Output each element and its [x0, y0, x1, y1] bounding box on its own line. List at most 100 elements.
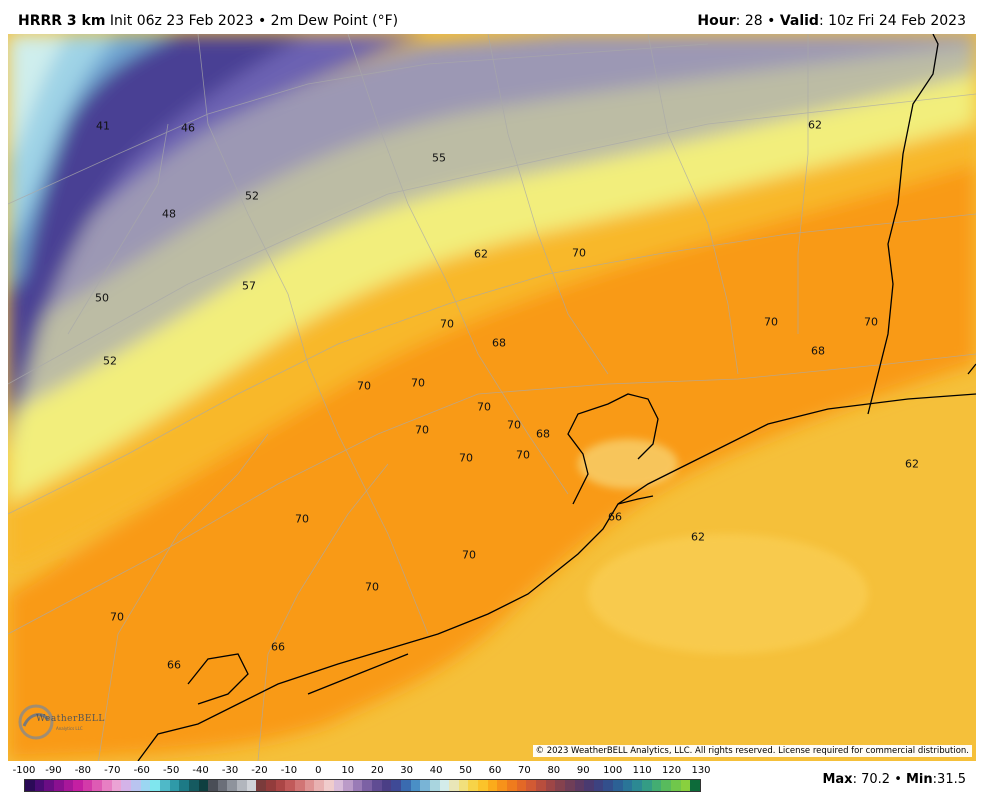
- colorbar-tick-label: 0: [315, 765, 322, 776]
- colorbar-segment: [63, 780, 74, 791]
- colorbar-segment: [651, 780, 662, 791]
- colorbar-segment: [131, 780, 141, 791]
- colorbar-tick-label: -100: [12, 765, 36, 776]
- colorbar-segment: [468, 780, 479, 791]
- colorbar-segment: [661, 780, 671, 791]
- value-label: 62: [808, 118, 822, 132]
- colorbar-segment: [555, 780, 565, 791]
- colorbar-segment: [613, 780, 623, 791]
- colorbar-tick-label: -20: [251, 765, 268, 776]
- valid-label: Valid: [779, 13, 819, 29]
- colorbar-tick-label: 20: [370, 765, 384, 776]
- colorbar-segment: [169, 780, 180, 791]
- value-label: 70: [440, 317, 454, 331]
- valid-value: 10z Fri 24 Feb 2023: [828, 13, 966, 29]
- colorbar-segment: [323, 780, 334, 791]
- forecast-time: Hour: 28 • Valid: 10z Fri 24 Feb 2023: [697, 13, 966, 29]
- dewpoint-map: 41 46 52 48 50 52 57 55 62 62 70 70 68 7…: [8, 34, 976, 761]
- colorbar-segment: [449, 780, 459, 791]
- colorbar-segment: [439, 780, 450, 791]
- value-label: 41: [96, 119, 110, 133]
- value-label: 70: [507, 418, 521, 432]
- map-fill: [8, 34, 976, 761]
- colorbar-tick-label: 100: [603, 765, 623, 776]
- colorbar-tick-label: 110: [632, 765, 652, 776]
- value-label: 50: [95, 291, 109, 305]
- colorbar-segment: [593, 780, 604, 791]
- separator: •: [257, 13, 267, 29]
- value-label: 70: [462, 548, 476, 562]
- colorbar-segment: [429, 780, 440, 791]
- colorbar-segment: [352, 780, 363, 791]
- colorbar-segment: [82, 780, 93, 791]
- colorbar-segment: [622, 780, 633, 791]
- colorbar-segment: [92, 780, 103, 791]
- colorbar-segment: [487, 780, 498, 791]
- weatherbell-logo: WeatherBELL Analytics LLC: [16, 700, 106, 744]
- colorbar-segment: [314, 780, 324, 791]
- value-label: 48: [162, 207, 176, 221]
- value-label: 52: [103, 354, 117, 368]
- value-label: 55: [432, 151, 446, 165]
- colorbar-segment: [73, 780, 83, 791]
- value-label: 57: [242, 279, 256, 293]
- model-name: HRRR 3 km: [18, 13, 106, 29]
- value-label: 52: [245, 189, 259, 203]
- value-label: 68: [492, 336, 506, 350]
- colorbar-segment: [294, 780, 305, 791]
- value-label: 66: [167, 658, 181, 672]
- colorbar-segment: [208, 780, 218, 791]
- colorbar-segment: [362, 780, 373, 791]
- colorbar-segment: [603, 780, 614, 791]
- value-label: 70: [415, 423, 429, 437]
- hour-label: Hour: [697, 13, 736, 29]
- value-label: 68: [811, 344, 825, 358]
- colorbar-tick-label: -30: [221, 765, 239, 776]
- colorbar-tick-label: 90: [576, 765, 590, 776]
- colorbar-segment: [670, 780, 681, 791]
- colorbar-segment: [217, 780, 228, 791]
- colorbar-segment: [140, 780, 151, 791]
- value-label: 70: [459, 451, 473, 465]
- value-label: 70: [411, 376, 425, 390]
- colorbar-segment: [275, 780, 286, 791]
- colorbar-tick-label: -60: [133, 765, 150, 776]
- value-label: 70: [110, 610, 124, 624]
- colorbar-segment: [237, 780, 247, 791]
- colorbar-tick-label: 50: [459, 765, 472, 776]
- colorbar-segment: [574, 780, 585, 791]
- colorbar-segment: [266, 780, 276, 791]
- colorbar-segment: [343, 780, 353, 791]
- colorbar-segment: [478, 780, 488, 791]
- colorbar: [24, 779, 701, 792]
- value-label: 70: [477, 400, 491, 414]
- value-label: 62: [691, 530, 705, 544]
- hour-value: 28: [744, 13, 763, 29]
- colorbar-segment: [246, 780, 257, 791]
- separator: •: [767, 13, 776, 29]
- colorbar-segment: [535, 780, 546, 791]
- colorbar-tick-label: -40: [192, 765, 209, 776]
- colorbar-segment: [420, 780, 430, 791]
- value-label: 62: [905, 457, 919, 471]
- colorbar-segment: [391, 780, 401, 791]
- colorbar-segment: [372, 780, 382, 791]
- colorbar-segment: [680, 780, 691, 791]
- value-label: 62: [474, 247, 488, 261]
- map-title: HRRR 3 km Init 06z 23 Feb 2023 • 2m Dew …: [18, 13, 398, 29]
- colorbar-segment: [381, 780, 392, 791]
- colorbar-segment: [458, 780, 469, 791]
- max-value: 70.2: [861, 772, 891, 787]
- colorbar-segment: [304, 780, 315, 791]
- colorbar-segment: [642, 780, 652, 791]
- colorbar-segment: [121, 780, 132, 791]
- colorbar-segment: [526, 780, 536, 791]
- colorbar-segment: [53, 780, 64, 791]
- colorbar-tick-label: 70: [518, 765, 531, 776]
- colorbar-segment: [256, 780, 267, 791]
- colorbar-tick-label: -90: [45, 765, 62, 776]
- colorbar-segment: [584, 780, 594, 791]
- value-label: 70: [516, 448, 530, 462]
- colorbar-tick-label: 120: [662, 765, 682, 776]
- init-time: Init 06z 23 Feb 2023: [109, 13, 254, 29]
